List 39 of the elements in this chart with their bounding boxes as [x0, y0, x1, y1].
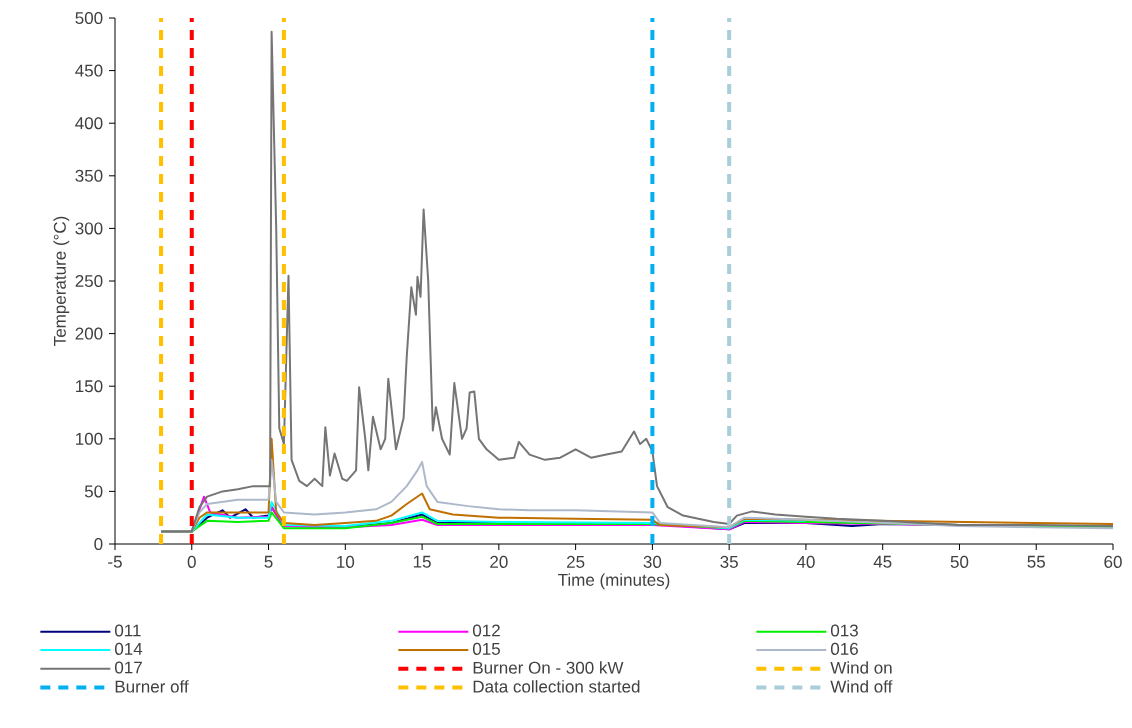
- x-tick-label: 40: [796, 555, 815, 568]
- x-tick-label: 10: [337, 555, 355, 568]
- y-tick-label: 300: [75, 222, 103, 235]
- legend-label: Burner off: [115, 680, 189, 693]
- y-tick-label: 250: [75, 274, 103, 288]
- legend-label: 013: [830, 624, 858, 637]
- x-tick-label: 15: [413, 555, 431, 568]
- y-tick-label: 200: [75, 327, 103, 340]
- x-tick-label: 5: [264, 555, 273, 568]
- legend-label: 017: [115, 661, 142, 674]
- x-tick-label: 45: [873, 555, 892, 568]
- x-tick-label: 0: [187, 555, 196, 568]
- x-tick-label: 25: [567, 555, 585, 568]
- x-tick-label: 60: [1104, 555, 1122, 568]
- y-tick-label: 100: [76, 432, 103, 445]
- legend-label: 016: [830, 642, 858, 655]
- y-tick-label: 400: [75, 117, 103, 130]
- legend-label: 014: [115, 642, 143, 655]
- x-tick-label: 30: [643, 555, 662, 568]
- x-axis-title: Time (minutes): [558, 573, 670, 590]
- x-tick-label: 35: [720, 555, 738, 568]
- legend-label: 012: [472, 624, 500, 637]
- x-tick-label: 20: [490, 555, 508, 568]
- legend-label: Wind on: [830, 661, 892, 674]
- y-tick-label: 150: [76, 380, 103, 393]
- y-tick-label: 0: [94, 537, 103, 551]
- legend-label: Data collection started: [473, 680, 640, 693]
- x-tick-label: 50: [950, 555, 969, 568]
- y-tick-label: 500: [75, 11, 103, 25]
- y-tick-label: 50: [84, 485, 103, 498]
- legend-label: Wind off: [830, 680, 893, 693]
- legend-label: Burner On - 300 kW: [473, 661, 624, 674]
- y-tick-label: 450: [75, 64, 103, 77]
- legend-label: 011: [115, 624, 141, 637]
- y-tick-label: 350: [75, 169, 103, 182]
- x-tick-label: 55: [1027, 555, 1045, 568]
- y-axis-title: Temperature (°C): [53, 216, 70, 346]
- x-tick-label: -5: [108, 555, 122, 568]
- legend-label: 015: [472, 642, 500, 655]
